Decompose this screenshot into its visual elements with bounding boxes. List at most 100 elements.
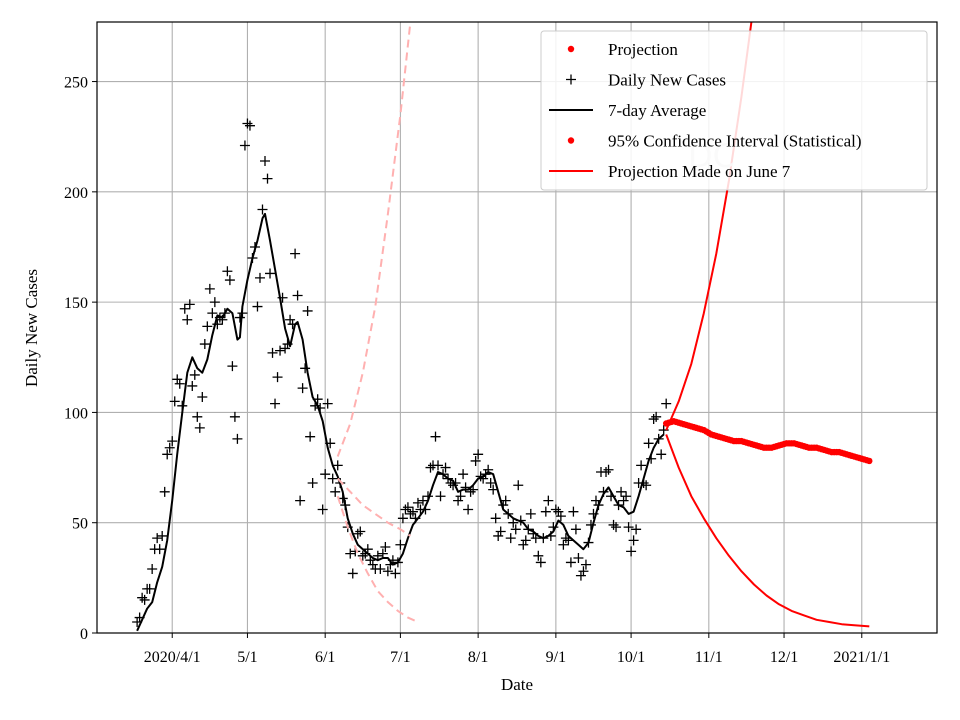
daily-new-cases-point [510,524,521,535]
daily-new-cases-point [463,504,474,515]
daily-new-cases-point [227,361,238,372]
daily-new-cases-point [172,374,183,385]
daily-new-cases-point [402,502,413,513]
daily-new-cases-point [473,449,484,460]
daily-new-cases-point [229,411,240,422]
daily-new-cases-point [616,486,627,497]
daily-new-cases-point [525,508,536,519]
daily-new-cases-point [267,347,278,358]
x-tick-label: 7/1 [390,649,410,666]
daily-new-cases-point [433,460,444,471]
legend-box [540,30,928,191]
projection-made-on-june-7-line [336,495,419,623]
daily-new-cases-point [580,559,591,570]
daily-new-cases-point [272,372,283,383]
daily-new-cases-point [558,539,569,550]
daily-new-cases-point [234,312,245,323]
daily-new-cases-point [252,301,263,312]
x-tick-label: 2020/4/1 [144,649,201,666]
daily-new-cases-point [560,533,571,544]
daily-new-cases-point [425,462,436,473]
daily-new-cases-point [382,566,393,577]
x-tick-label: 8/1 [468,649,488,666]
daily-new-cases-point [518,539,529,550]
daily-new-cases-point [297,383,308,394]
daily-new-cases-point [375,564,386,575]
legend-label: 7-day Average [608,101,706,120]
daily-new-cases-point [209,297,220,308]
daily-new-cases-point [317,504,328,515]
daily-new-cases-point [262,173,273,184]
x-tick-label: 11/1 [695,649,723,666]
daily-new-cases-point [162,449,173,460]
daily-new-cases-point [578,566,589,577]
legend-label: 95% Confidence Interval (Statistical) [608,132,862,151]
daily-new-cases-point [400,504,411,515]
daily-new-cases-point [407,506,418,517]
daily-new-cases-point [367,559,378,570]
daily-new-cases-point [641,480,652,491]
daily-new-cases-point [626,546,637,557]
daily-new-cases-point [458,469,469,480]
daily-new-cases-point [244,120,255,131]
y-tick-label: 250 [64,75,88,92]
daily-new-cases-point [239,140,250,151]
daily-new-cases-point [553,506,564,517]
daily-new-cases-point [199,339,210,350]
daily-new-cases-point [656,449,667,460]
daily-new-cases-point [204,283,215,294]
daily-new-cases-point [390,568,401,579]
daily-new-cases-point [192,411,203,422]
daily-new-cases-point [603,464,614,475]
daily-new-cases-point [490,513,501,524]
daily-new-cases-point [455,491,466,502]
y-tick-label: 150 [64,295,88,312]
daily-new-cases-point [179,303,190,314]
daily-new-cases-point [380,541,391,552]
legend-marker-dot [567,137,575,144]
daily-new-cases-point [345,548,356,559]
x-tick-label: 12/1 [770,649,798,666]
plot-area [132,22,873,632]
daily-new-cases-point [631,524,642,535]
daily-new-cases-point [300,363,311,374]
daily-new-cases-point [357,550,368,561]
daily-new-cases-point [460,482,471,493]
y-tick-label: 100 [64,405,88,422]
daily-new-cases-point [222,266,233,277]
y-axis-label: Daily New Cases [22,269,41,387]
daily-new-cases-point [164,442,175,453]
daily-new-cases-point [485,478,496,489]
daily-new-cases-point [513,480,524,491]
y-tick-label: 0 [80,626,88,643]
daily-new-cases-point [332,460,343,471]
daily-new-cases-point [260,155,270,166]
daily-new-cases-point [585,519,596,530]
daily-new-cases-point [575,570,586,581]
daily-new-cases-point [412,497,423,508]
daily-new-cases-point [275,345,286,356]
daily-new-cases-point [322,398,333,409]
daily-new-cases-point [280,343,291,354]
x-tick-label: 2021/1/1 [833,649,890,666]
daily-new-cases-point [147,564,158,575]
daily-new-cases-point [495,526,506,537]
daily-new-cases-point [661,398,672,409]
projection-made-on-june-7-line [336,477,411,537]
daily-new-cases-point [568,506,579,517]
daily-new-cases-point [144,583,155,594]
daily-new-cases-point [601,466,612,477]
daily-new-cases-point [648,414,659,425]
daily-new-cases-point [159,486,170,497]
daily-new-cases-point [184,299,195,310]
daily-new-cases-point [623,522,634,533]
7-day-average-line [136,212,665,632]
x-tick-label: 6/1 [315,649,335,666]
daily-new-cases-point [154,544,165,555]
daily-new-cases-point [493,530,504,541]
legend-label: Daily New Cases [608,71,726,90]
daily-new-cases-point [305,431,316,442]
daily-new-cases-point [565,557,576,568]
daily-new-cases-point [651,411,662,422]
daily-new-cases-point [488,484,499,495]
